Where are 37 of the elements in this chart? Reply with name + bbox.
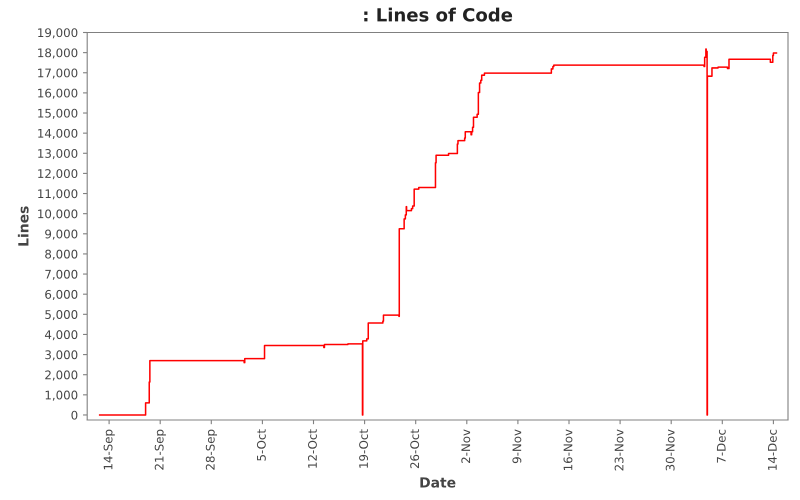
x-axis-title: Date	[420, 477, 456, 488]
y-tick-label: 19,000	[38, 28, 78, 38]
y-tick-label: 17,000	[38, 68, 78, 79]
x-tick-label: 9-Nov	[512, 429, 522, 464]
y-tick-label: 8,000	[45, 250, 78, 260]
y-tick-label: 12,000	[38, 169, 78, 180]
y-tick-label: 6,000	[45, 290, 78, 300]
y-tick-label: 7,000	[45, 270, 78, 280]
y-tick-label: 4,000	[44, 330, 78, 340]
x-tick-label: 14-Sep	[104, 430, 115, 470]
x-tick-label: 7-Dec	[716, 430, 726, 463]
y-tick-label: 3,000	[45, 350, 78, 360]
x-tick-label: 12-Oct	[308, 429, 317, 468]
x-tick-label: 28-Sep	[206, 430, 218, 470]
y-tick-label: 18,000	[38, 48, 78, 58]
x-tick-label: 19-Oct	[359, 429, 368, 468]
y-tick-label: 11,000	[38, 189, 78, 200]
y-tick-label: 9,000	[45, 230, 78, 240]
y-tick-label: 16,000	[38, 88, 78, 99]
y-tick-label: 14,000	[38, 128, 78, 140]
x-tick-label: 30-Nov	[666, 429, 675, 470]
x-tick-label: 21-Sep	[154, 430, 166, 470]
x-tick-label: 14-Dec	[768, 430, 777, 470]
y-tick-label: 1,000	[46, 390, 78, 401]
x-tick-label: 5-Oct	[256, 429, 266, 461]
y-tick-label: 15,000	[38, 108, 78, 119]
y-tick-label: 5,000	[45, 310, 78, 320]
y-axis-title: Lines	[18, 206, 29, 246]
y-tick-label: 13,000	[38, 149, 78, 160]
y-tick-label: 0	[71, 410, 78, 420]
x-tick-label: 2-Nov	[461, 429, 470, 463]
x-tick-label: 23-Nov	[614, 429, 624, 470]
chart-title: : Lines of Code	[364, 8, 512, 22]
x-tick-label: 16-Nov	[563, 429, 572, 470]
y-tick-label: 10,000	[38, 209, 78, 220]
y-tick-label: 2,000	[45, 370, 78, 381]
x-tick-label: 26-Oct	[410, 429, 420, 468]
